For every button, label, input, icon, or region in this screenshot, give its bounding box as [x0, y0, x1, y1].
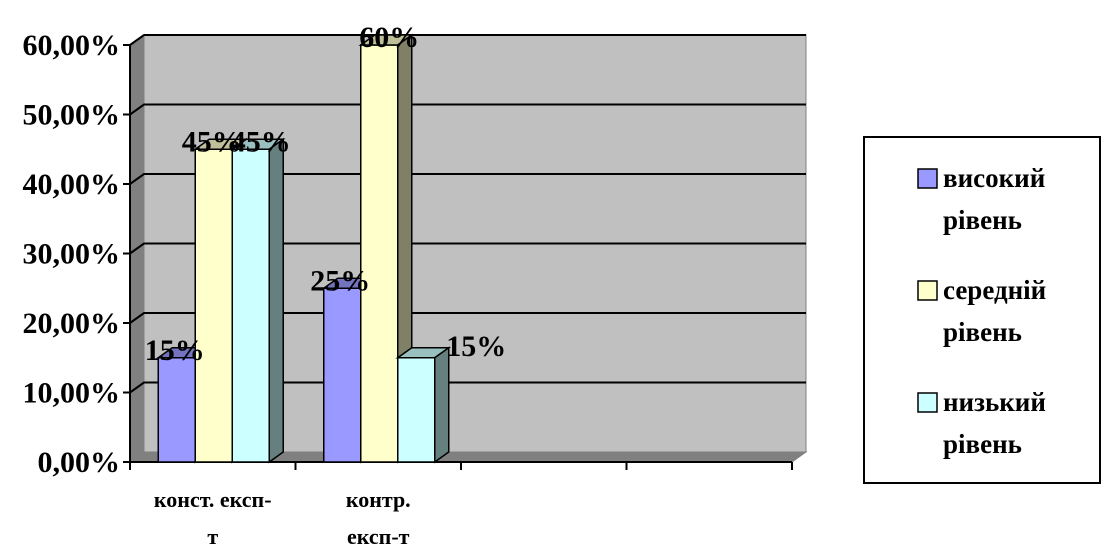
x-tick-label: експ-т — [347, 524, 410, 545]
legend-swatch — [917, 392, 938, 413]
y-tick-label: 10,00% — [23, 377, 121, 410]
bar-front — [360, 44, 399, 463]
y-tick-label: 30,00% — [23, 238, 121, 271]
legend-label: низький — [943, 387, 1046, 417]
data-label: 15% — [145, 334, 205, 367]
gridline — [129, 381, 806, 394]
bar — [229, 137, 286, 464]
data-label: 25% — [310, 264, 370, 297]
legend-label: рівень — [943, 429, 1022, 459]
x-tick-label: т — [207, 524, 218, 545]
legend-swatch — [917, 168, 938, 189]
bar-side — [434, 346, 450, 464]
y-tick-label: 0,00% — [38, 446, 121, 479]
legend-label: середній — [943, 275, 1046, 305]
data-label: 45% — [231, 125, 291, 158]
axes: 0,00% 10,00% 20,00% 30,00% 40,00% 50,00% 60,00… — [23, 29, 793, 545]
gridline — [129, 312, 806, 324]
bars — [155, 33, 452, 464]
data-labels: 15% 25% 45% 60% 45% 15% — [145, 21, 507, 367]
plot-area — [128, 34, 808, 463]
data-label: 15% — [446, 330, 506, 363]
x-tick-label: конст. експ- — [154, 487, 272, 512]
bar-front — [157, 357, 196, 463]
bar-front — [323, 287, 362, 463]
legend-box — [863, 136, 1101, 484]
bar-front — [231, 148, 270, 463]
legend-swatch — [917, 280, 938, 301]
gridline — [129, 103, 806, 116]
bar — [395, 346, 452, 464]
y-tick-label: 20,00% — [23, 307, 121, 340]
bar-side — [268, 137, 284, 464]
legend: високий рівень середній рівень низький рівень — [863, 136, 1101, 484]
data-label: 60% — [359, 21, 419, 54]
gridline — [129, 34, 806, 46]
bar-front — [397, 357, 436, 463]
y-tick-label: 60,00% — [23, 29, 121, 62]
y-tick-label: 50,00% — [23, 99, 121, 132]
legend-label: високий — [943, 163, 1045, 193]
bar-front — [194, 148, 233, 463]
gridline — [129, 242, 806, 255]
gridline — [129, 173, 806, 185]
data-label: 45% — [182, 125, 242, 158]
x-tick-label: контр. — [346, 487, 411, 512]
legend-label: рівень — [943, 205, 1022, 235]
y-tick-label: 40,00% — [23, 168, 121, 201]
legend-label: рівень — [943, 317, 1022, 347]
